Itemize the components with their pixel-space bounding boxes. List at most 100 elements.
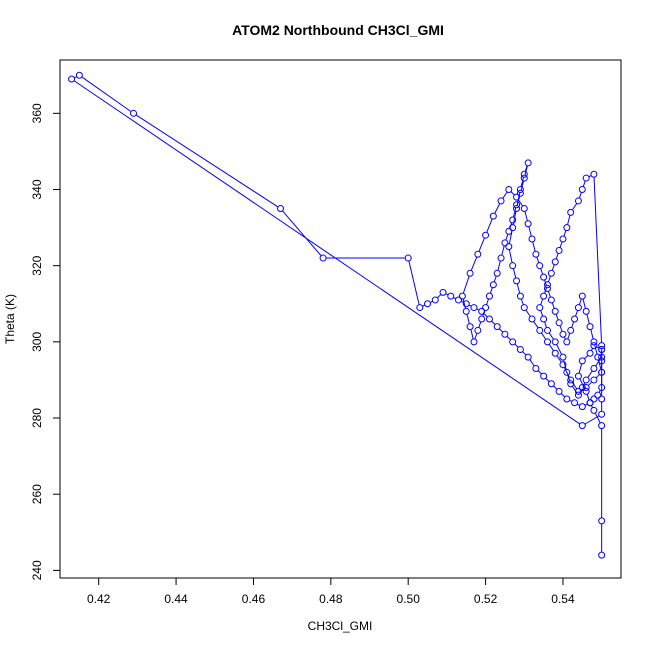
series-group: [68, 71, 606, 559]
data-point: [513, 205, 521, 213]
series-segment: [536, 256, 540, 263]
data-point: [598, 551, 606, 559]
series-segment: [559, 325, 563, 332]
data-point: [501, 239, 509, 247]
data-point: [520, 174, 528, 182]
data-point: [574, 387, 582, 395]
series-segment: [135, 114, 279, 208]
data-point: [404, 254, 412, 262]
x-tick-label: 0.54: [551, 592, 575, 606]
data-point: [458, 292, 466, 300]
data-point: [75, 71, 83, 79]
data-point: [516, 292, 524, 300]
data-point: [497, 197, 505, 205]
series-segment: [532, 241, 536, 252]
series-segment: [555, 314, 559, 321]
data-point: [598, 395, 606, 403]
series-segment: [537, 370, 542, 375]
series-segment: [408, 260, 420, 305]
series-segment: [553, 385, 558, 390]
data-point: [598, 422, 606, 430]
series-segment: [470, 329, 474, 340]
data-point: [489, 212, 497, 220]
data-point: [582, 174, 590, 182]
series-segment: [501, 245, 505, 256]
data-point: [447, 292, 455, 300]
data-point: [505, 186, 513, 193]
data-point: [543, 285, 551, 293]
data-point: [563, 395, 571, 403]
series-segment: [437, 294, 442, 299]
series-segment: [517, 199, 524, 207]
series-segment: [571, 382, 578, 390]
data-point: [474, 326, 482, 334]
data-point: [547, 296, 555, 304]
data-point: [516, 189, 524, 197]
data-point: [559, 235, 567, 243]
data-point: [590, 365, 598, 373]
data-point: [559, 330, 567, 338]
series-segment: [548, 332, 554, 340]
data-point: [547, 269, 555, 277]
series-segment: [586, 314, 590, 324]
data-point: [598, 357, 606, 365]
data-point: [470, 338, 478, 346]
series-segment: [524, 211, 528, 221]
data-point: [590, 342, 598, 350]
data-point: [598, 410, 606, 418]
series-segment: [493, 275, 497, 283]
data-point: [555, 319, 563, 327]
data-point: [540, 273, 548, 281]
series-segment: [567, 333, 571, 340]
data-point: [547, 380, 555, 388]
data-point: [513, 193, 521, 201]
series-segment: [478, 321, 482, 328]
data-point: [567, 326, 575, 334]
series-segment: [512, 207, 517, 218]
y-tick-label: 260: [30, 484, 44, 504]
data-point: [493, 323, 501, 331]
data-point: [462, 307, 470, 315]
data-point: [516, 186, 524, 193]
series-segment: [520, 298, 524, 305]
data-point: [524, 353, 532, 361]
data-point: [578, 403, 586, 411]
data-point: [68, 75, 76, 83]
data-point: [563, 368, 571, 376]
data-point: [536, 326, 544, 334]
data-point: [598, 517, 606, 525]
series-segment: [282, 210, 322, 257]
data-point: [551, 307, 559, 315]
series-segment: [594, 344, 598, 355]
series-segment: [489, 287, 493, 294]
series-segment: [528, 226, 532, 237]
y-tick-label: 280: [30, 408, 44, 428]
data-point: [516, 345, 524, 353]
series-segment: [595, 359, 601, 367]
series-segment: [587, 370, 593, 378]
data-point: [590, 338, 598, 346]
data-point: [571, 315, 579, 323]
series-segment: [510, 191, 515, 196]
data-point: [598, 384, 606, 392]
series-segment: [578, 192, 582, 199]
x-tick-label: 0.52: [474, 592, 498, 606]
series-segment: [559, 241, 563, 248]
y-tick-label: 300: [30, 332, 44, 352]
series-segment: [584, 415, 600, 425]
series-segment: [586, 394, 590, 401]
data-point: [532, 250, 540, 258]
data-point: [590, 376, 598, 384]
data-point: [574, 197, 582, 205]
series-segment: [525, 309, 531, 317]
series-segment: [81, 76, 132, 113]
series-segment: [575, 310, 578, 317]
series-segment: [486, 298, 489, 305]
data-point: [559, 353, 567, 361]
data-point: [559, 361, 567, 369]
series-segment: [466, 314, 470, 324]
data-point: [513, 277, 521, 285]
data-point: [543, 281, 551, 289]
data-point: [598, 368, 606, 376]
data-point: [455, 296, 463, 304]
